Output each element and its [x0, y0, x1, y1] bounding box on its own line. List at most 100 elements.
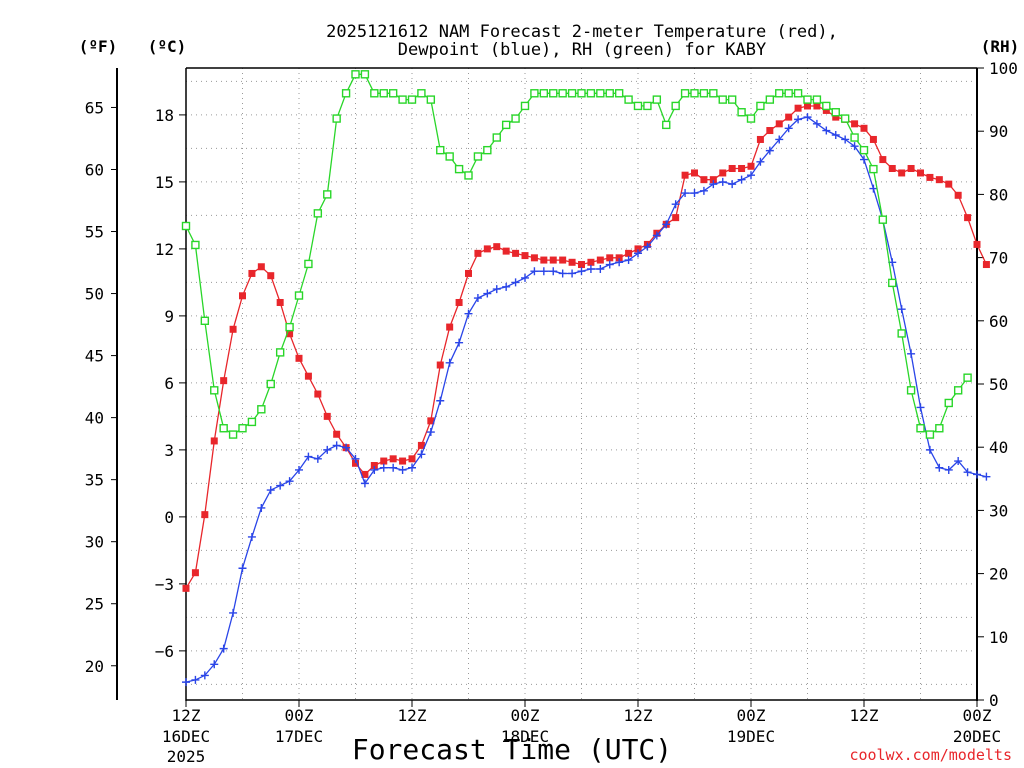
dewpoint-point	[360, 479, 369, 488]
temperature-point	[257, 263, 265, 271]
x-axis-label: Forecast Time (UTC)	[352, 733, 672, 766]
rh-tick-label: 10	[989, 628, 1008, 647]
dewpoint-point	[492, 285, 501, 294]
dewpoint-point	[436, 396, 445, 405]
temperature-point	[483, 245, 491, 253]
rh-point	[275, 348, 285, 357]
dewpoint-point	[577, 267, 586, 276]
dewpoint-point	[690, 189, 699, 198]
rh-point	[417, 89, 426, 98]
rh-point	[351, 70, 360, 79]
rh-point	[633, 101, 643, 111]
dewpoint-point	[605, 260, 614, 269]
temperature-point	[634, 245, 642, 253]
rh-point	[737, 108, 746, 117]
temperature-point	[700, 176, 708, 184]
dewpoint-point	[417, 450, 426, 459]
rh-series	[181, 70, 972, 439]
dewpoint-point	[709, 180, 718, 189]
rh-point	[210, 386, 219, 395]
temperature-point	[794, 104, 802, 112]
temperature-point	[738, 164, 746, 172]
rh-point	[567, 89, 577, 98]
temperature-point	[399, 457, 407, 465]
rh-point	[784, 89, 793, 98]
dewpoint-point	[530, 267, 539, 276]
temperature-point	[568, 258, 576, 266]
rh-point	[718, 95, 727, 104]
temperature-point	[370, 462, 378, 470]
temperature-point	[615, 254, 623, 262]
temperature-point	[417, 441, 425, 449]
rh-tick-label: 0	[989, 691, 999, 710]
dewpoint-point	[794, 115, 803, 124]
temperature-point	[352, 459, 359, 467]
rh-point	[219, 424, 228, 433]
temperature-point	[286, 330, 294, 338]
rh-point	[925, 430, 935, 439]
celsius-tick-label: 6	[164, 374, 174, 393]
temperature-point	[766, 127, 774, 135]
rh-line	[185, 73, 969, 436]
temperature-point	[408, 455, 416, 463]
rh-point	[445, 152, 454, 161]
temperature-point	[304, 372, 312, 380]
temperature-series	[182, 102, 990, 592]
rh-point	[436, 145, 445, 155]
rh-point	[643, 101, 652, 111]
watermark: coolwx.com/modelts	[849, 746, 1012, 764]
fahrenheit-tick-label: 40	[85, 409, 104, 428]
temperature-point	[314, 390, 322, 398]
dewpoint-point	[634, 249, 642, 258]
rh-tick-label: 80	[989, 185, 1008, 204]
dewpoint-point	[624, 256, 633, 265]
rh-tick-label: 70	[989, 249, 1008, 268]
celsius-tick-label: 18	[155, 106, 174, 125]
rh-point	[775, 89, 784, 98]
time-tick-date-label: 19DEC	[727, 727, 775, 746]
rh-point	[897, 329, 906, 338]
temperature-point	[879, 156, 887, 164]
time-tick-label: 00Z	[737, 706, 766, 725]
fahrenheit-tick-label: 65	[85, 98, 104, 117]
dewpoint-point	[803, 113, 812, 122]
fahrenheit-tick-label: 60	[85, 160, 104, 179]
time-tick-date-label: 20DEC	[953, 727, 1001, 746]
rh-point	[605, 89, 614, 98]
temperature-point	[681, 171, 689, 179]
rh-point	[577, 89, 586, 98]
fahrenheit-tick-label: 50	[85, 285, 104, 304]
dewpoint-point	[398, 465, 407, 474]
temperature-point	[530, 254, 538, 262]
dewpoint-point	[200, 671, 209, 680]
rh-point	[304, 259, 313, 269]
dewpoint-point	[944, 465, 953, 474]
rh-point	[859, 145, 869, 155]
rh-point	[596, 89, 605, 98]
rh-point	[191, 240, 200, 250]
dewpoint-point	[982, 472, 991, 481]
rh-point	[586, 89, 596, 98]
dewpoint-point	[558, 269, 567, 278]
dewpoint-point	[351, 454, 360, 463]
dewpoint-point	[662, 220, 671, 229]
temperature-point	[973, 240, 981, 248]
dewpoint-point	[831, 130, 840, 139]
celsius-axis-label: (ºC)	[148, 37, 187, 56]
rh-point	[247, 417, 257, 427]
dewpoint-point	[907, 349, 916, 358]
rh-point	[662, 120, 671, 130]
rh-point	[624, 95, 633, 104]
rh-point	[690, 89, 699, 98]
temperature-point	[935, 176, 943, 184]
time-tick-label: 00Z	[963, 706, 992, 725]
rh-point	[370, 89, 379, 98]
dewpoint-point	[925, 445, 934, 454]
rh-tick-label: 20	[989, 565, 1008, 584]
dewpoint-point	[973, 470, 981, 479]
temperature-point	[436, 361, 444, 369]
dewpoint-point	[191, 675, 200, 684]
time-tick-label: 12Z	[172, 706, 201, 725]
time-tick-date-label: 16DEC	[162, 727, 210, 746]
